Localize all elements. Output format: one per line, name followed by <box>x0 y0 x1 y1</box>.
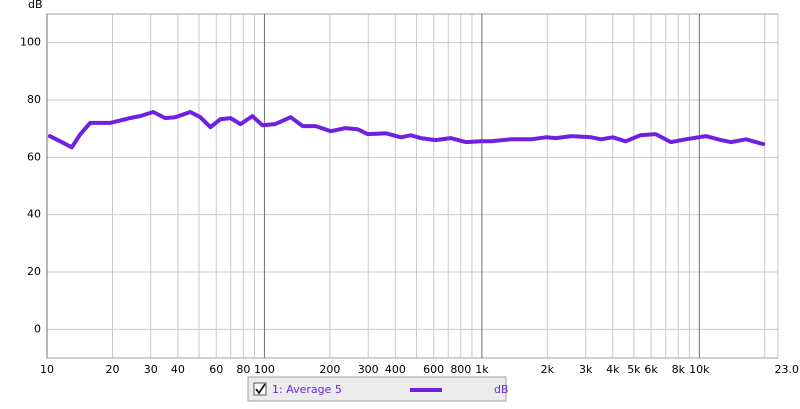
x-tick-label: 3k <box>579 363 593 376</box>
y-tick-label: 100 <box>20 36 41 49</box>
x-tick-label: 1k <box>475 363 489 376</box>
y-tick-label: 0 <box>34 322 41 335</box>
checkmark <box>255 383 266 395</box>
y-tick-label: 60 <box>27 150 41 163</box>
x-tick-label: 30 <box>144 363 158 376</box>
x-tick-label: 6k <box>644 363 658 376</box>
x-tick-label: 5k <box>627 363 641 376</box>
x-tick-label: 8k <box>672 363 686 376</box>
x-tick-label: 400 <box>385 363 406 376</box>
x-tick-label: 10k <box>689 363 710 376</box>
legend: 1: Average 5 dB <box>247 376 509 402</box>
plot-area <box>46 13 779 359</box>
x-tick-label: 200 <box>319 363 340 376</box>
x-tick-label: 2k <box>541 363 555 376</box>
x-tick-label: 800 <box>450 363 471 376</box>
x-tick-label: 20 <box>105 363 119 376</box>
y-tick-label: 40 <box>27 208 41 221</box>
x-tick-label: 100 <box>254 363 275 376</box>
x-tick-label: 600 <box>423 363 444 376</box>
x-tick-label: 300 <box>358 363 379 376</box>
x-tick-label: 80 <box>236 363 250 376</box>
legend-box <box>247 376 507 402</box>
x-tick-label: 40 <box>171 363 185 376</box>
y-tick-label: 80 <box>27 93 41 106</box>
x-tick-label: 10 <box>40 363 54 376</box>
x-tick-label: 23.0kHz <box>775 363 800 376</box>
series-line <box>47 110 766 150</box>
x-tick-label: 4k <box>606 363 620 376</box>
legend-label: 1: Average 5 <box>272 383 342 396</box>
legend-unit: dB <box>494 383 509 396</box>
y-tick-label: 20 <box>27 265 41 278</box>
x-tick-label: 60 <box>209 363 223 376</box>
y-axis-label: dB <box>28 0 43 11</box>
